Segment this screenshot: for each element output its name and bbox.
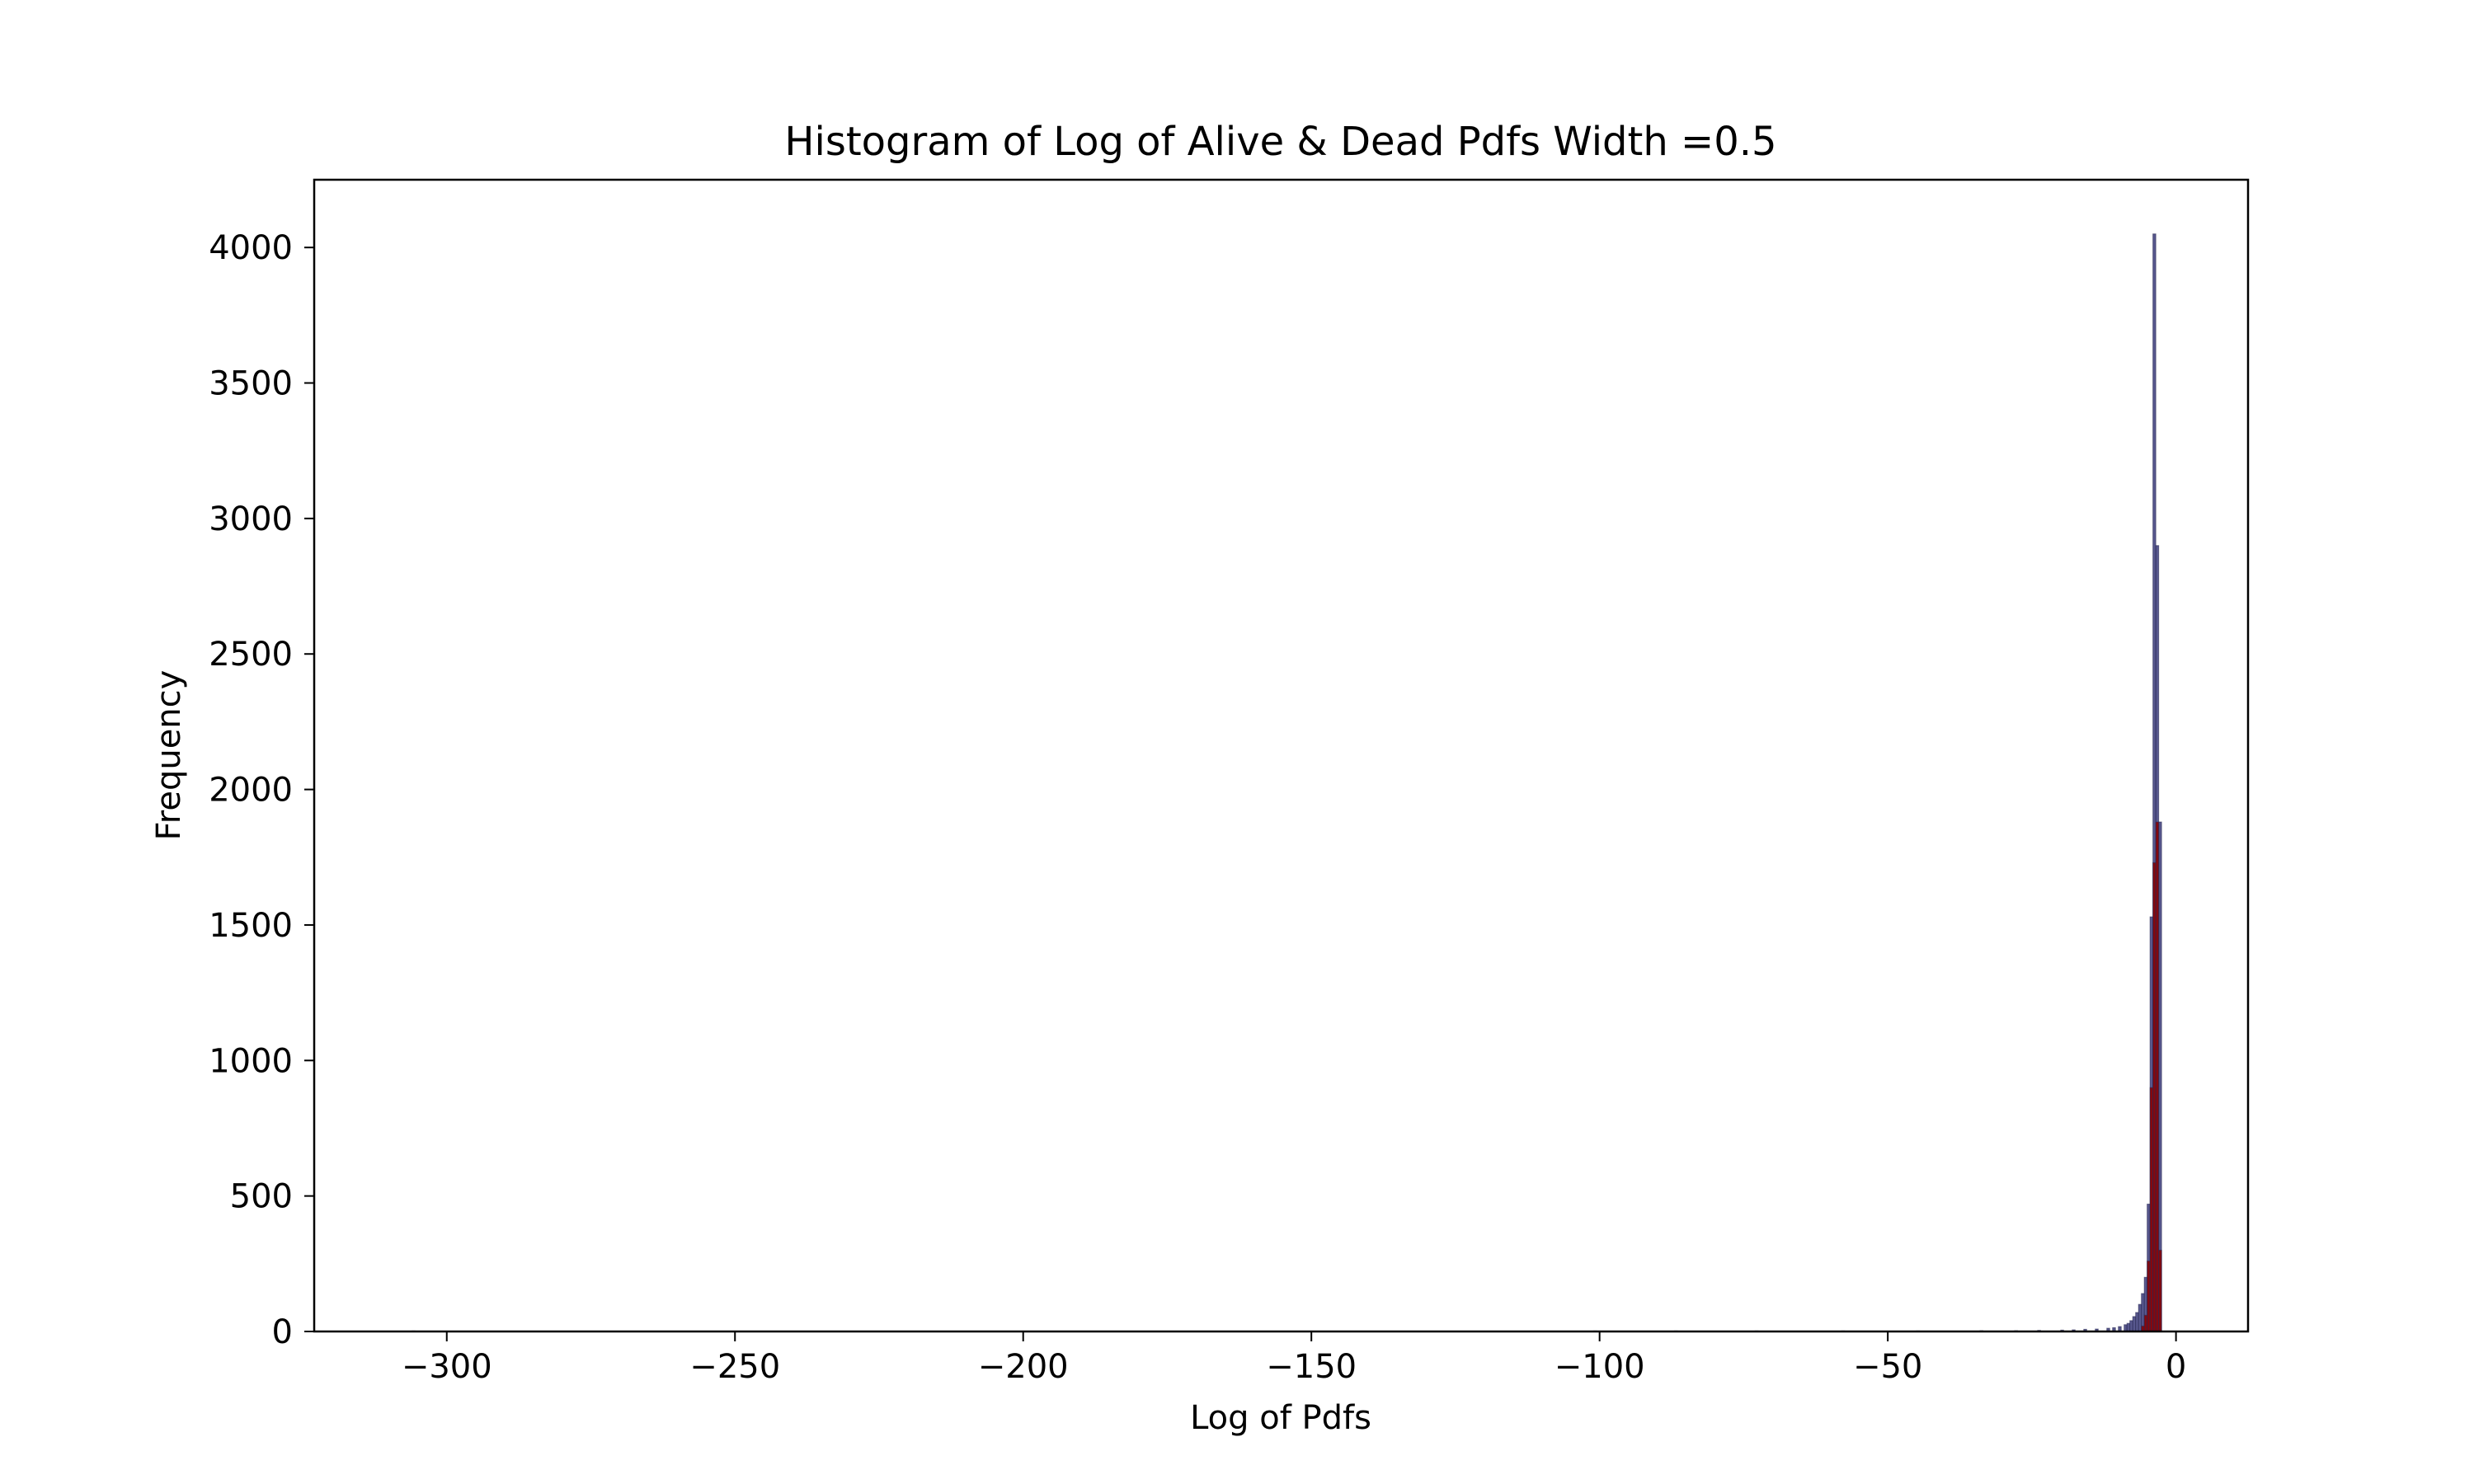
- histogram-bar-s0-17: [2126, 1322, 2131, 1332]
- y-tick-label: 1000: [209, 1042, 293, 1080]
- bars-layer: [412, 233, 2162, 1332]
- x-tick-label: −50: [1853, 1348, 1922, 1386]
- x-tick-label: −200: [978, 1348, 1069, 1386]
- y-tick-label: 0: [272, 1313, 293, 1351]
- y-tick-label: 2500: [209, 636, 293, 674]
- histogram-bar-s0-18: [2129, 1320, 2133, 1332]
- x-tick-label: 0: [2166, 1348, 2186, 1386]
- histogram-bar-s1-6: [2158, 1249, 2162, 1332]
- x-axis-label: Log of Pdfs: [1190, 1399, 1371, 1437]
- y-tick-label: 2000: [209, 772, 293, 810]
- y-axis-label: Frequency: [150, 670, 188, 841]
- histogram-bar-s1-4: [2152, 862, 2157, 1332]
- histogram-bar-s0-21: [2138, 1303, 2142, 1332]
- y-tick-label: 1500: [209, 907, 293, 945]
- histogram-bar-s0-20: [2135, 1312, 2139, 1332]
- histogram-bar-s1-5: [2155, 821, 2160, 1332]
- y-tick-label: 500: [230, 1178, 293, 1216]
- x-tick-label: −300: [402, 1348, 492, 1386]
- histogram-bar-s1-2: [2147, 1261, 2151, 1332]
- y-tick-label: 3500: [209, 365, 293, 403]
- y-tick-label: 4000: [209, 229, 293, 267]
- x-tick-label: −150: [1266, 1348, 1357, 1386]
- histogram-bar-s0-19: [2132, 1316, 2137, 1332]
- histogram-bar-s1-3: [2149, 1087, 2154, 1332]
- chart-title: Histogram of Log of Alive & Dead Pdfs Wi…: [784, 119, 1776, 165]
- histogram-bar-s1-1: [2143, 1314, 2148, 1332]
- plot-frame: [313, 178, 2250, 1333]
- ticks-layer: −300 −250 −200 −150 −100 −50 0 0 500 1000 1500 2000…: [209, 229, 2186, 1386]
- y-tick-label: 3000: [209, 500, 293, 538]
- x-tick-label: −250: [689, 1348, 780, 1386]
- x-tick-label: −100: [1554, 1348, 1645, 1386]
